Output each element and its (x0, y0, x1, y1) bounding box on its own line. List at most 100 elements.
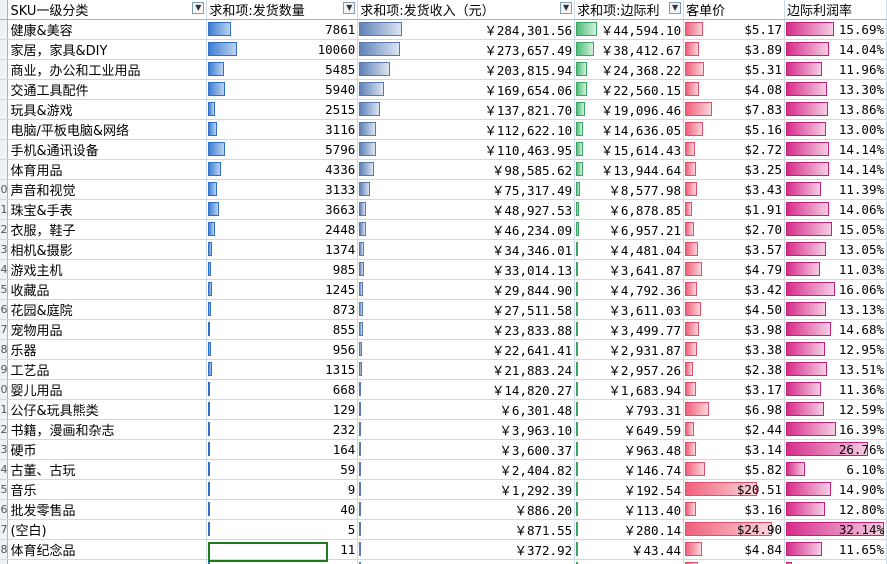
cell-category[interactable]: 乐器 (7, 339, 208, 360)
cell-qty[interactable]: 129 (206, 399, 359, 420)
row-number[interactable] (0, 99, 9, 120)
cell-category[interactable]: 婴儿用品 (7, 379, 208, 400)
cell-qty[interactable]: 985 (206, 259, 359, 280)
cell-profit[interactable]: ￥44,594.10 (574, 19, 685, 40)
cell-category[interactable]: 游戏主机 (7, 259, 208, 280)
cell-profit[interactable]: ￥22,560.15 (574, 79, 685, 100)
cell-category[interactable]: 宠物用品 (7, 319, 208, 340)
cell-profit[interactable]: ￥13,944.64 (574, 159, 685, 180)
cell-qty[interactable]: 5 (206, 519, 359, 540)
cell-category[interactable]: 硬币 (7, 439, 208, 460)
chevron-down-icon[interactable]: ▼ (192, 2, 205, 14)
cell-qty[interactable]: 59 (206, 459, 359, 480)
cell-category[interactable]: 手机&通讯设备 (7, 139, 208, 160)
row-number[interactable]: 7 (0, 519, 9, 540)
cell-margin[interactable]: 16.06% (784, 279, 887, 300)
cell-margin[interactable]: 13.30% (784, 79, 887, 100)
cell-margin[interactable]: 13.05% (784, 239, 887, 260)
cell-margin[interactable]: 11.65% (784, 539, 887, 560)
row-number[interactable]: 3 (0, 439, 9, 460)
row-number[interactable]: 9 (0, 359, 9, 380)
cell-margin[interactable]: 14.68% (784, 319, 887, 340)
cell-price[interactable]: $5.17 (683, 19, 785, 40)
cell-revenue[interactable]: ￥284,301.56 (357, 19, 576, 40)
cell-qty[interactable]: 5485 (206, 59, 359, 80)
cell-price[interactable]: $2.70 (683, 219, 785, 240)
header-category[interactable]: SKU一级分类 ▼ (7, 0, 208, 20)
row-number[interactable]: 0 (0, 379, 9, 400)
cell-price[interactable]: $3.17 (683, 379, 785, 400)
cell-profit[interactable]: ￥6,878.85 (574, 199, 685, 220)
cell-price[interactable]: $2.72 (683, 139, 785, 160)
cell-qty[interactable]: 9 (206, 479, 359, 500)
row-number[interactable] (0, 39, 9, 60)
cell-category[interactable]: 电脑/平板电脑&网络 (7, 119, 208, 140)
cell-margin[interactable]: 2.00% (784, 559, 887, 564)
cell-price[interactable]: $4.84 (683, 539, 785, 560)
cell-revenue[interactable]: ￥98,585.62 (357, 159, 576, 180)
cell-profit[interactable]: ￥4,481.04 (574, 239, 685, 260)
row-number[interactable] (0, 19, 9, 40)
cell-qty[interactable]: 855 (206, 319, 359, 340)
header-revenue[interactable]: 求和项:发货收入（元） ▼ (357, 0, 576, 20)
row-number[interactable]: 0 (0, 179, 9, 200)
cell-profit[interactable]: ￥146.74 (574, 459, 685, 480)
cell-qty[interactable]: 5940 (206, 79, 359, 100)
cell-revenue[interactable]: ￥372.92 (357, 539, 576, 560)
cell-margin[interactable]: 26.76% (784, 439, 887, 460)
row-number[interactable]: 1 (0, 399, 9, 420)
cell-margin[interactable]: 14.14% (784, 159, 887, 180)
cell-revenue[interactable]: ￥14,820.27 (357, 379, 576, 400)
cell-category[interactable]: 书籍，漫画和杂志 (7, 419, 208, 440)
cell-price[interactable]: $5.31 (683, 59, 785, 80)
cell-category[interactable]: 工艺品 (7, 359, 208, 380)
cell-revenue[interactable]: ￥886.20 (357, 499, 576, 520)
row-number[interactable]: 6 (0, 499, 9, 520)
row-number[interactable]: 7 (0, 319, 9, 340)
cell-price[interactable]: $3.25 (683, 159, 785, 180)
cell-qty[interactable]: 668 (206, 379, 359, 400)
cell-qty[interactable]: 1245 (206, 279, 359, 300)
cell-qty[interactable]: 4336 (206, 159, 359, 180)
cell-revenue[interactable]: ￥267.90 (357, 559, 576, 564)
cell-profit[interactable]: ￥3,641.87 (574, 259, 685, 280)
cell-qty[interactable]: 10 (206, 559, 359, 564)
cell-qty[interactable]: 2448 (206, 219, 359, 240)
row-number[interactable] (0, 79, 9, 100)
cell-price[interactable]: $3.43 (683, 179, 785, 200)
cell-category[interactable]: (空白) (7, 519, 208, 540)
cell-category[interactable]: 声音和视觉 (7, 179, 208, 200)
cell-category[interactable]: 美术用具 (7, 559, 208, 564)
cell-margin[interactable]: 12.95% (784, 339, 887, 360)
cell-margin[interactable]: 16.39% (784, 419, 887, 440)
cell-price[interactable]: $3.38 (683, 339, 785, 360)
cell-price[interactable]: $4.50 (683, 299, 785, 320)
cell-margin[interactable]: 13.13% (784, 299, 887, 320)
cell-category[interactable]: 花园&庭院 (7, 299, 208, 320)
cell-qty[interactable]: 956 (206, 339, 359, 360)
cell-revenue[interactable]: ￥34,346.01 (357, 239, 576, 260)
header-profit[interactable]: 求和项:边际利 ▼ (574, 0, 685, 20)
row-number[interactable]: 4 (0, 459, 9, 480)
cell-qty[interactable]: 232 (206, 419, 359, 440)
row-number[interactable]: 5 (0, 479, 9, 500)
cell-profit[interactable]: ￥43.44 (574, 539, 685, 560)
cell-revenue[interactable]: ￥46,234.09 (357, 219, 576, 240)
cell-category[interactable]: 衣服，鞋子 (7, 219, 208, 240)
row-number[interactable] (0, 119, 9, 140)
cell-category[interactable]: 玩具&游戏 (7, 99, 208, 120)
cell-revenue[interactable]: ￥137,821.70 (357, 99, 576, 120)
cell-price[interactable]: $5.16 (683, 119, 785, 140)
row-number[interactable]: 9 (0, 559, 9, 564)
cell-price[interactable]: $4.79 (683, 259, 785, 280)
cell-margin[interactable]: 15.69% (784, 19, 887, 40)
cell-revenue[interactable]: ￥3,600.37 (357, 439, 576, 460)
cell-category[interactable]: 体育纪念品 (7, 539, 208, 560)
cell-margin[interactable]: 15.05% (784, 219, 887, 240)
cell-margin[interactable]: 14.04% (784, 39, 887, 60)
cell-profit[interactable]: ￥280.14 (574, 519, 685, 540)
row-number[interactable]: 4 (0, 259, 9, 280)
chevron-down-icon[interactable]: ▼ (343, 2, 356, 14)
cell-category[interactable]: 收藏品 (7, 279, 208, 300)
row-number[interactable] (0, 139, 9, 160)
